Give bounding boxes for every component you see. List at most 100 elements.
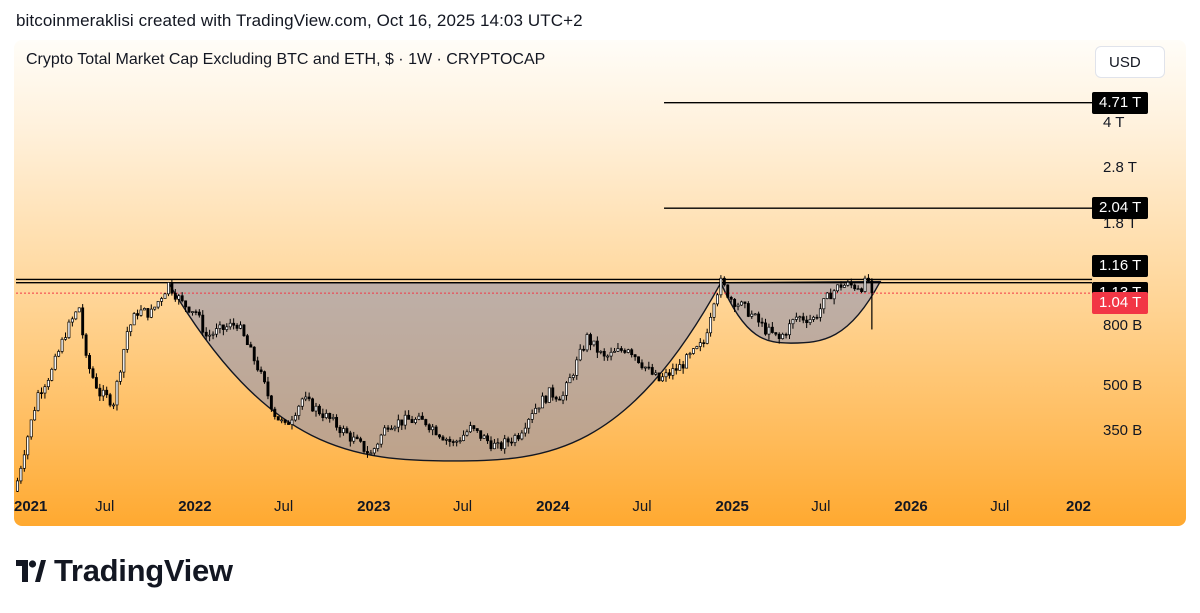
x-tick-label: Jul	[990, 498, 1010, 515]
candle-body	[287, 422, 290, 425]
y-tick-label: 500 B	[1103, 376, 1143, 394]
x-tick-label: Jul	[811, 498, 831, 515]
candle-body	[743, 301, 747, 304]
candle-body	[716, 294, 719, 305]
candle-body	[664, 372, 668, 378]
x-tick-label: 202	[1066, 498, 1092, 515]
price-level-lines	[16, 101, 1092, 294]
candle-body	[290, 419, 294, 425]
candle-body	[719, 277, 723, 296]
candle-body	[825, 292, 829, 299]
candle-body	[839, 284, 843, 288]
candle-body	[112, 404, 115, 407]
candle-body	[746, 303, 750, 317]
candle-body	[791, 319, 795, 325]
candle-body	[136, 313, 140, 316]
candle-body	[589, 334, 592, 346]
currency-button[interactable]: USD	[1095, 46, 1165, 78]
candle-body	[647, 366, 651, 369]
candle-body	[417, 415, 421, 420]
candle-body	[468, 425, 472, 433]
candle-body	[801, 316, 805, 321]
price-chart[interactable]	[14, 40, 1186, 526]
candle-body	[293, 415, 297, 421]
chart-attribution: bitcoinmeraklisi created with TradingVie…	[16, 11, 583, 30]
candle-body	[438, 434, 441, 438]
candle-body	[661, 376, 665, 382]
candle-body	[860, 288, 864, 292]
candle-body	[712, 303, 716, 318]
candle-body	[366, 451, 369, 454]
candle-body	[328, 413, 332, 419]
candle-body	[317, 405, 321, 415]
candle-body	[235, 324, 239, 329]
candle-body	[691, 348, 695, 354]
candle-body	[53, 355, 57, 370]
y-tick-label: 350 B	[1103, 421, 1143, 439]
candle-body	[252, 346, 256, 362]
candle-body	[736, 304, 740, 307]
candle-body	[592, 340, 596, 346]
candle-body	[369, 452, 373, 455]
candle-body	[606, 355, 610, 358]
candle-body	[177, 295, 181, 300]
candle-body	[815, 316, 819, 319]
price-level-badge: 1.16 T	[1092, 255, 1149, 278]
candle-body	[486, 435, 490, 442]
candle-body	[764, 322, 767, 335]
candle-body	[520, 432, 524, 440]
candle-body	[431, 426, 435, 431]
candle-body	[812, 316, 815, 320]
candle-body	[558, 398, 562, 401]
candle-body	[534, 407, 538, 414]
candle-body	[352, 436, 356, 442]
cup-shape	[167, 282, 723, 462]
candle-body	[582, 348, 586, 351]
candle-body	[503, 438, 507, 450]
candle-body	[26, 436, 30, 456]
candle-body	[228, 322, 232, 328]
y-tick-label: 800 B	[1103, 317, 1143, 335]
candle-body	[420, 415, 424, 420]
candle-body	[297, 405, 301, 416]
candle-body	[757, 313, 761, 323]
candle-body	[57, 351, 61, 357]
candle-body	[626, 349, 630, 353]
candle-body	[619, 348, 623, 351]
candle-body	[853, 284, 857, 290]
candle-body	[215, 328, 218, 335]
x-tick-label: 2025	[715, 498, 749, 515]
candle-body	[441, 436, 445, 441]
candle-body	[667, 372, 671, 376]
candle-body	[170, 282, 174, 294]
candle-body	[414, 419, 417, 424]
candle-body	[784, 333, 788, 336]
candle-body	[671, 368, 675, 376]
candle-body	[846, 282, 850, 286]
candle-body	[376, 443, 380, 449]
candle-body	[585, 334, 589, 351]
x-tick-label: 2026	[894, 498, 928, 515]
candle-body	[105, 389, 109, 396]
candle-body	[300, 398, 304, 407]
last-candle-body	[870, 280, 874, 294]
candle-body	[393, 426, 397, 430]
brand-name: TradingView	[54, 553, 233, 588]
candle-body	[657, 372, 661, 382]
candle-body	[410, 419, 414, 424]
candle-body	[307, 396, 311, 400]
candle-body	[842, 284, 846, 288]
candle-body	[98, 387, 102, 397]
candle-body	[40, 392, 43, 395]
candle-body	[688, 353, 692, 356]
candle-body	[637, 356, 640, 364]
candle-body	[180, 295, 184, 302]
candle-body	[245, 335, 249, 346]
candle-body	[451, 441, 455, 443]
candle-body	[705, 332, 709, 344]
candle-body	[863, 277, 867, 292]
candle-body	[510, 441, 514, 444]
candle-body	[153, 306, 157, 310]
chart-panel[interactable]: Crypto Total Market Cap Excluding BTC an…	[14, 40, 1186, 526]
candle-body	[561, 394, 565, 401]
